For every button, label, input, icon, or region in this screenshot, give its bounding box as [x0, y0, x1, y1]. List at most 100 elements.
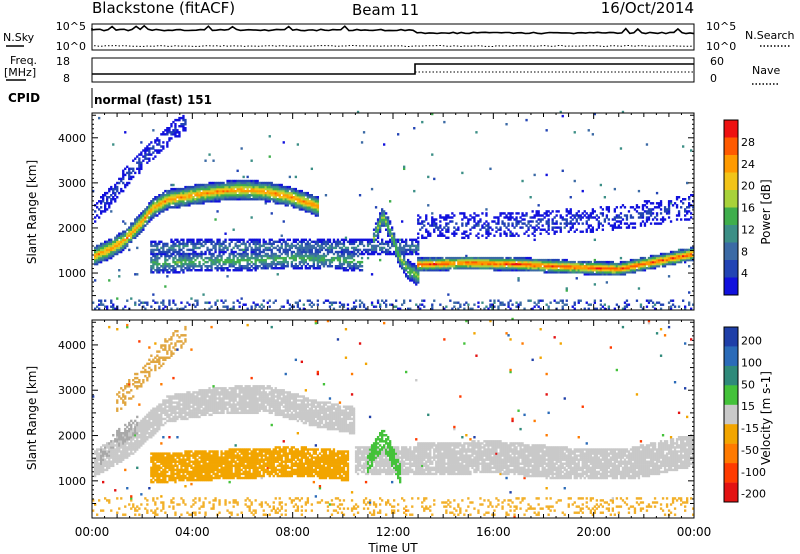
data-cell	[653, 216, 657, 219]
data-cell	[132, 169, 135, 173]
data-cell	[150, 208, 153, 211]
data-cell	[302, 240, 306, 244]
data-cell	[326, 238, 330, 242]
data-cell	[667, 208, 671, 211]
data-cell	[112, 242, 115, 246]
data-cell	[262, 267, 265, 270]
data-cell	[128, 171, 131, 175]
data-cell	[619, 220, 623, 223]
data-cell	[493, 267, 496, 270]
data-cell	[330, 260, 334, 264]
data-cell	[150, 218, 153, 221]
data-cell	[108, 242, 111, 246]
data-cell	[102, 198, 105, 201]
noise-right-tick-bottom: 10^0	[706, 40, 736, 53]
data-cell	[290, 260, 294, 264]
data-cell	[519, 269, 522, 272]
data-cell	[316, 252, 320, 256]
data-cell	[641, 216, 645, 219]
data-cell	[212, 189, 215, 193]
data-cell	[176, 252, 179, 256]
data-cell	[290, 242, 294, 246]
data-cell	[312, 196, 316, 199]
data-cell	[102, 466, 105, 470]
data-cell	[98, 258, 101, 262]
data-cell	[318, 254, 322, 258]
data-cell	[395, 238, 398, 242]
data-cell	[603, 220, 607, 223]
data-cell	[409, 246, 412, 250]
data-cell	[569, 226, 572, 229]
data-cell	[270, 262, 273, 266]
data-cell	[583, 267, 586, 270]
data-cell	[232, 189, 235, 193]
data-cell	[140, 151, 143, 154]
data-cell	[513, 269, 516, 272]
data-cell	[248, 196, 251, 199]
data-cell	[292, 305, 296, 308]
data-cell	[479, 258, 482, 262]
data-cell	[673, 260, 677, 264]
data-cell	[690, 307, 693, 311]
data-cell	[146, 212, 149, 215]
data-cell	[625, 299, 629, 302]
data-cell	[447, 256, 450, 260]
data-cell	[196, 240, 199, 244]
data-cell	[585, 216, 588, 219]
data-cell	[487, 260, 490, 264]
data-cell	[234, 194, 237, 197]
data-cell	[208, 183, 211, 187]
data-cell	[214, 258, 217, 262]
data-cell	[557, 210, 560, 213]
data-cell	[168, 303, 171, 306]
data-cell	[208, 240, 211, 244]
data-cell	[276, 260, 279, 264]
data-cell	[308, 200, 312, 203]
data-cell	[569, 260, 572, 264]
data-cell	[545, 267, 548, 270]
data-cell	[445, 216, 448, 219]
data-cell	[262, 185, 265, 189]
data-cell	[641, 220, 645, 223]
data-cell	[172, 129, 175, 132]
data-cell	[238, 301, 241, 304]
data-cell	[240, 254, 243, 258]
data-cell	[272, 260, 275, 264]
freq-left-label-2: [MHz]	[4, 66, 36, 79]
data-cell	[286, 299, 289, 302]
data-cell	[154, 262, 157, 266]
data-cell	[613, 210, 617, 213]
data-cell	[208, 153, 211, 156]
data-cell	[306, 191, 310, 195]
data-cell	[118, 246, 121, 250]
data-cell	[136, 230, 139, 233]
data-cell	[112, 254, 115, 258]
data-cell	[274, 252, 277, 256]
data-cell	[294, 254, 298, 258]
data-cell	[655, 222, 659, 225]
data-cell	[164, 262, 167, 266]
data-cell	[559, 267, 562, 270]
data-cell	[238, 254, 241, 258]
data-cell	[150, 258, 153, 262]
data-cell	[631, 206, 635, 209]
data-cell	[168, 246, 171, 250]
data-cell	[268, 191, 271, 195]
data-cell	[190, 194, 193, 197]
data-cell	[567, 265, 570, 268]
data-cell	[407, 252, 410, 256]
data-cell	[94, 220, 97, 223]
data-cell	[453, 226, 456, 229]
data-cell	[306, 248, 310, 252]
data-cell	[467, 267, 470, 270]
data-cell	[401, 262, 404, 266]
data-cell	[218, 196, 221, 199]
data-cell	[224, 187, 227, 191]
data-cell	[549, 271, 552, 274]
data-cell	[180, 204, 183, 207]
data-cell	[242, 265, 245, 268]
data-cell	[457, 256, 460, 260]
data-cell	[511, 232, 514, 235]
data-cell	[603, 218, 607, 221]
data-cell	[393, 252, 396, 256]
